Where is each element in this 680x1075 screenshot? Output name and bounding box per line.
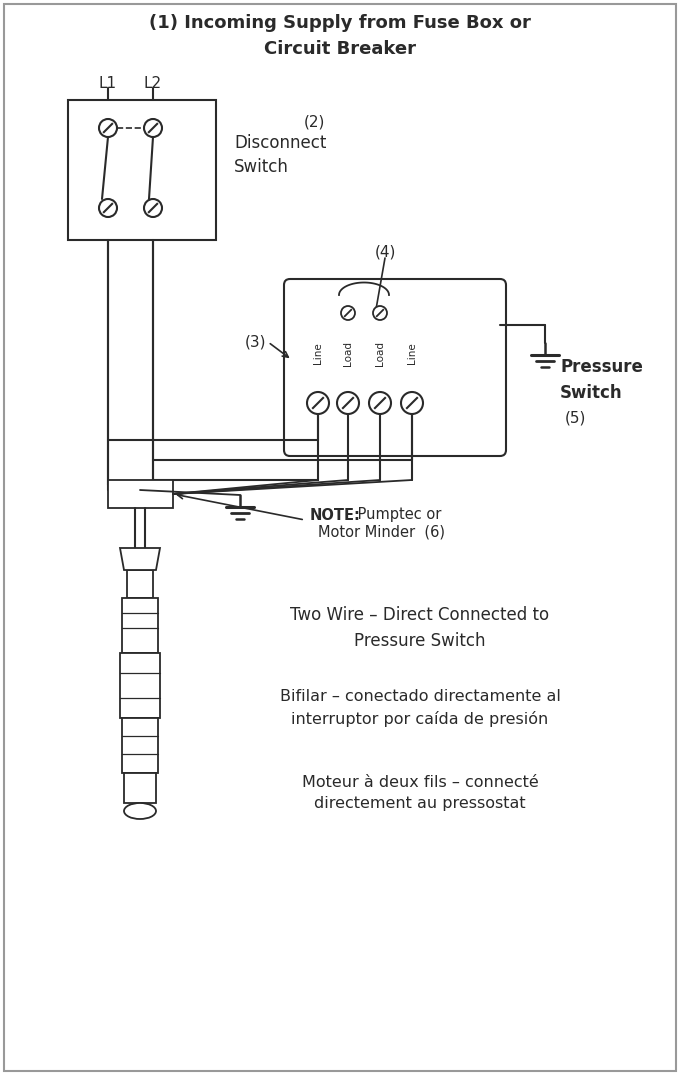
Text: (4): (4): [374, 244, 396, 259]
Text: (1) Incoming Supply from Fuse Box or
Circuit Breaker: (1) Incoming Supply from Fuse Box or Cir…: [149, 14, 531, 57]
Polygon shape: [120, 548, 160, 570]
FancyBboxPatch shape: [284, 280, 506, 456]
Circle shape: [144, 199, 162, 217]
Text: Motor Minder  (6): Motor Minder (6): [318, 525, 445, 540]
Text: Moteur à deux fils – connecté
directement au pressostat: Moteur à deux fils – connecté directemen…: [302, 775, 539, 812]
Text: Two Wire – Direct Connected to
Pressure Switch: Two Wire – Direct Connected to Pressure …: [290, 606, 549, 650]
Text: Line: Line: [313, 342, 323, 363]
Circle shape: [99, 199, 117, 217]
Circle shape: [341, 306, 355, 320]
Text: Line: Line: [407, 342, 417, 363]
Circle shape: [337, 392, 359, 414]
Circle shape: [401, 392, 423, 414]
Text: Pumptec or: Pumptec or: [353, 507, 441, 522]
Bar: [120, 653, 160, 718]
Bar: [108, 481, 173, 508]
Bar: [124, 773, 156, 803]
Bar: [68, 100, 216, 240]
Bar: [127, 570, 153, 598]
Circle shape: [307, 392, 329, 414]
Text: L1: L1: [99, 75, 117, 90]
Text: Bifilar – conectado directamente al
interruptor por caída de presión: Bifilar – conectado directamente al inte…: [279, 689, 560, 727]
Text: Load: Load: [375, 341, 385, 366]
Text: (3): (3): [244, 334, 266, 349]
Text: (5): (5): [565, 411, 586, 426]
Circle shape: [144, 119, 162, 137]
Bar: [122, 718, 158, 773]
Circle shape: [99, 119, 117, 137]
Ellipse shape: [124, 803, 156, 819]
Bar: [122, 598, 158, 653]
Text: Load: Load: [343, 341, 353, 366]
Text: Disconnect
Switch: Disconnect Switch: [234, 133, 326, 176]
Text: L2: L2: [144, 75, 162, 90]
Text: (2): (2): [304, 115, 325, 129]
Text: NOTE:: NOTE:: [310, 507, 361, 522]
Circle shape: [373, 306, 387, 320]
Circle shape: [369, 392, 391, 414]
Text: Pressure
Switch: Pressure Switch: [560, 358, 643, 401]
